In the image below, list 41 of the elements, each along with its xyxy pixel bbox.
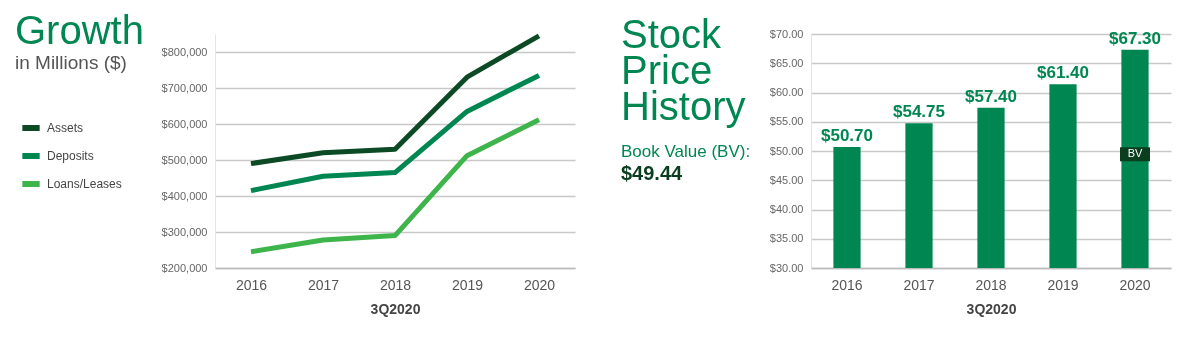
y-tick-label: $200,000 (161, 261, 208, 274)
legend-label: Loans/Leases (47, 177, 122, 191)
x-axis-title: 3Q2020 (966, 300, 1017, 317)
data-label: $50.70 (821, 125, 873, 145)
chart-title: Stock Price History (621, 12, 746, 128)
y-tick-label: $55.00 (769, 115, 804, 128)
chart-title: Growth (15, 8, 144, 53)
data-label: $54.75 (893, 102, 945, 122)
y-tick-label: $65.00 (769, 56, 804, 69)
x-tick-label: 2016 (831, 276, 863, 293)
y-tick-label: $50.00 (769, 144, 804, 157)
data-label: $61.40 (1037, 63, 1089, 83)
y-tick-label: $45.00 (769, 173, 804, 186)
y-tick-label: $300,000 (161, 225, 208, 238)
y-tick-label: $60.00 (769, 86, 804, 98)
x-tick-label: 2020 (1119, 276, 1151, 293)
data-label: $67.30 (1109, 28, 1161, 48)
text: in Millions ($) (15, 52, 127, 74)
legend-label: Deposits (47, 149, 94, 163)
x-tick-label: 2017 (903, 276, 935, 293)
text: Book Value (BV): (621, 142, 751, 161)
x-tick-label: 2018 (379, 276, 412, 293)
x-tick-label: 2020 (523, 276, 556, 293)
y-tick-label: $400,000 (161, 189, 208, 202)
y-tick-label: $700,000 (161, 81, 208, 94)
x-tick-label: 2016 (235, 276, 268, 293)
x-tick-label: 2019 (1047, 276, 1079, 293)
x-tick-label: 2019 (451, 276, 484, 293)
y-tick-label: $500,000 (161, 153, 208, 166)
y-tick-label: $800,000 (161, 45, 208, 58)
y-tick-label: $35.00 (769, 232, 804, 245)
y-tick-label: $40.00 (769, 203, 804, 215)
y-tick-label: $70.00 (769, 27, 804, 40)
text: $49.44 (621, 162, 684, 184)
x-axis-title: 3Q2020 (370, 300, 421, 317)
x-tick-label: 2017 (307, 276, 340, 293)
y-tick-label: $30.00 (769, 261, 804, 274)
y-tick-label: $600,000 (161, 117, 208, 130)
data-label: $57.40 (965, 86, 1017, 106)
legend-label: Assets (47, 121, 84, 135)
x-tick-label: 2018 (975, 276, 1007, 293)
